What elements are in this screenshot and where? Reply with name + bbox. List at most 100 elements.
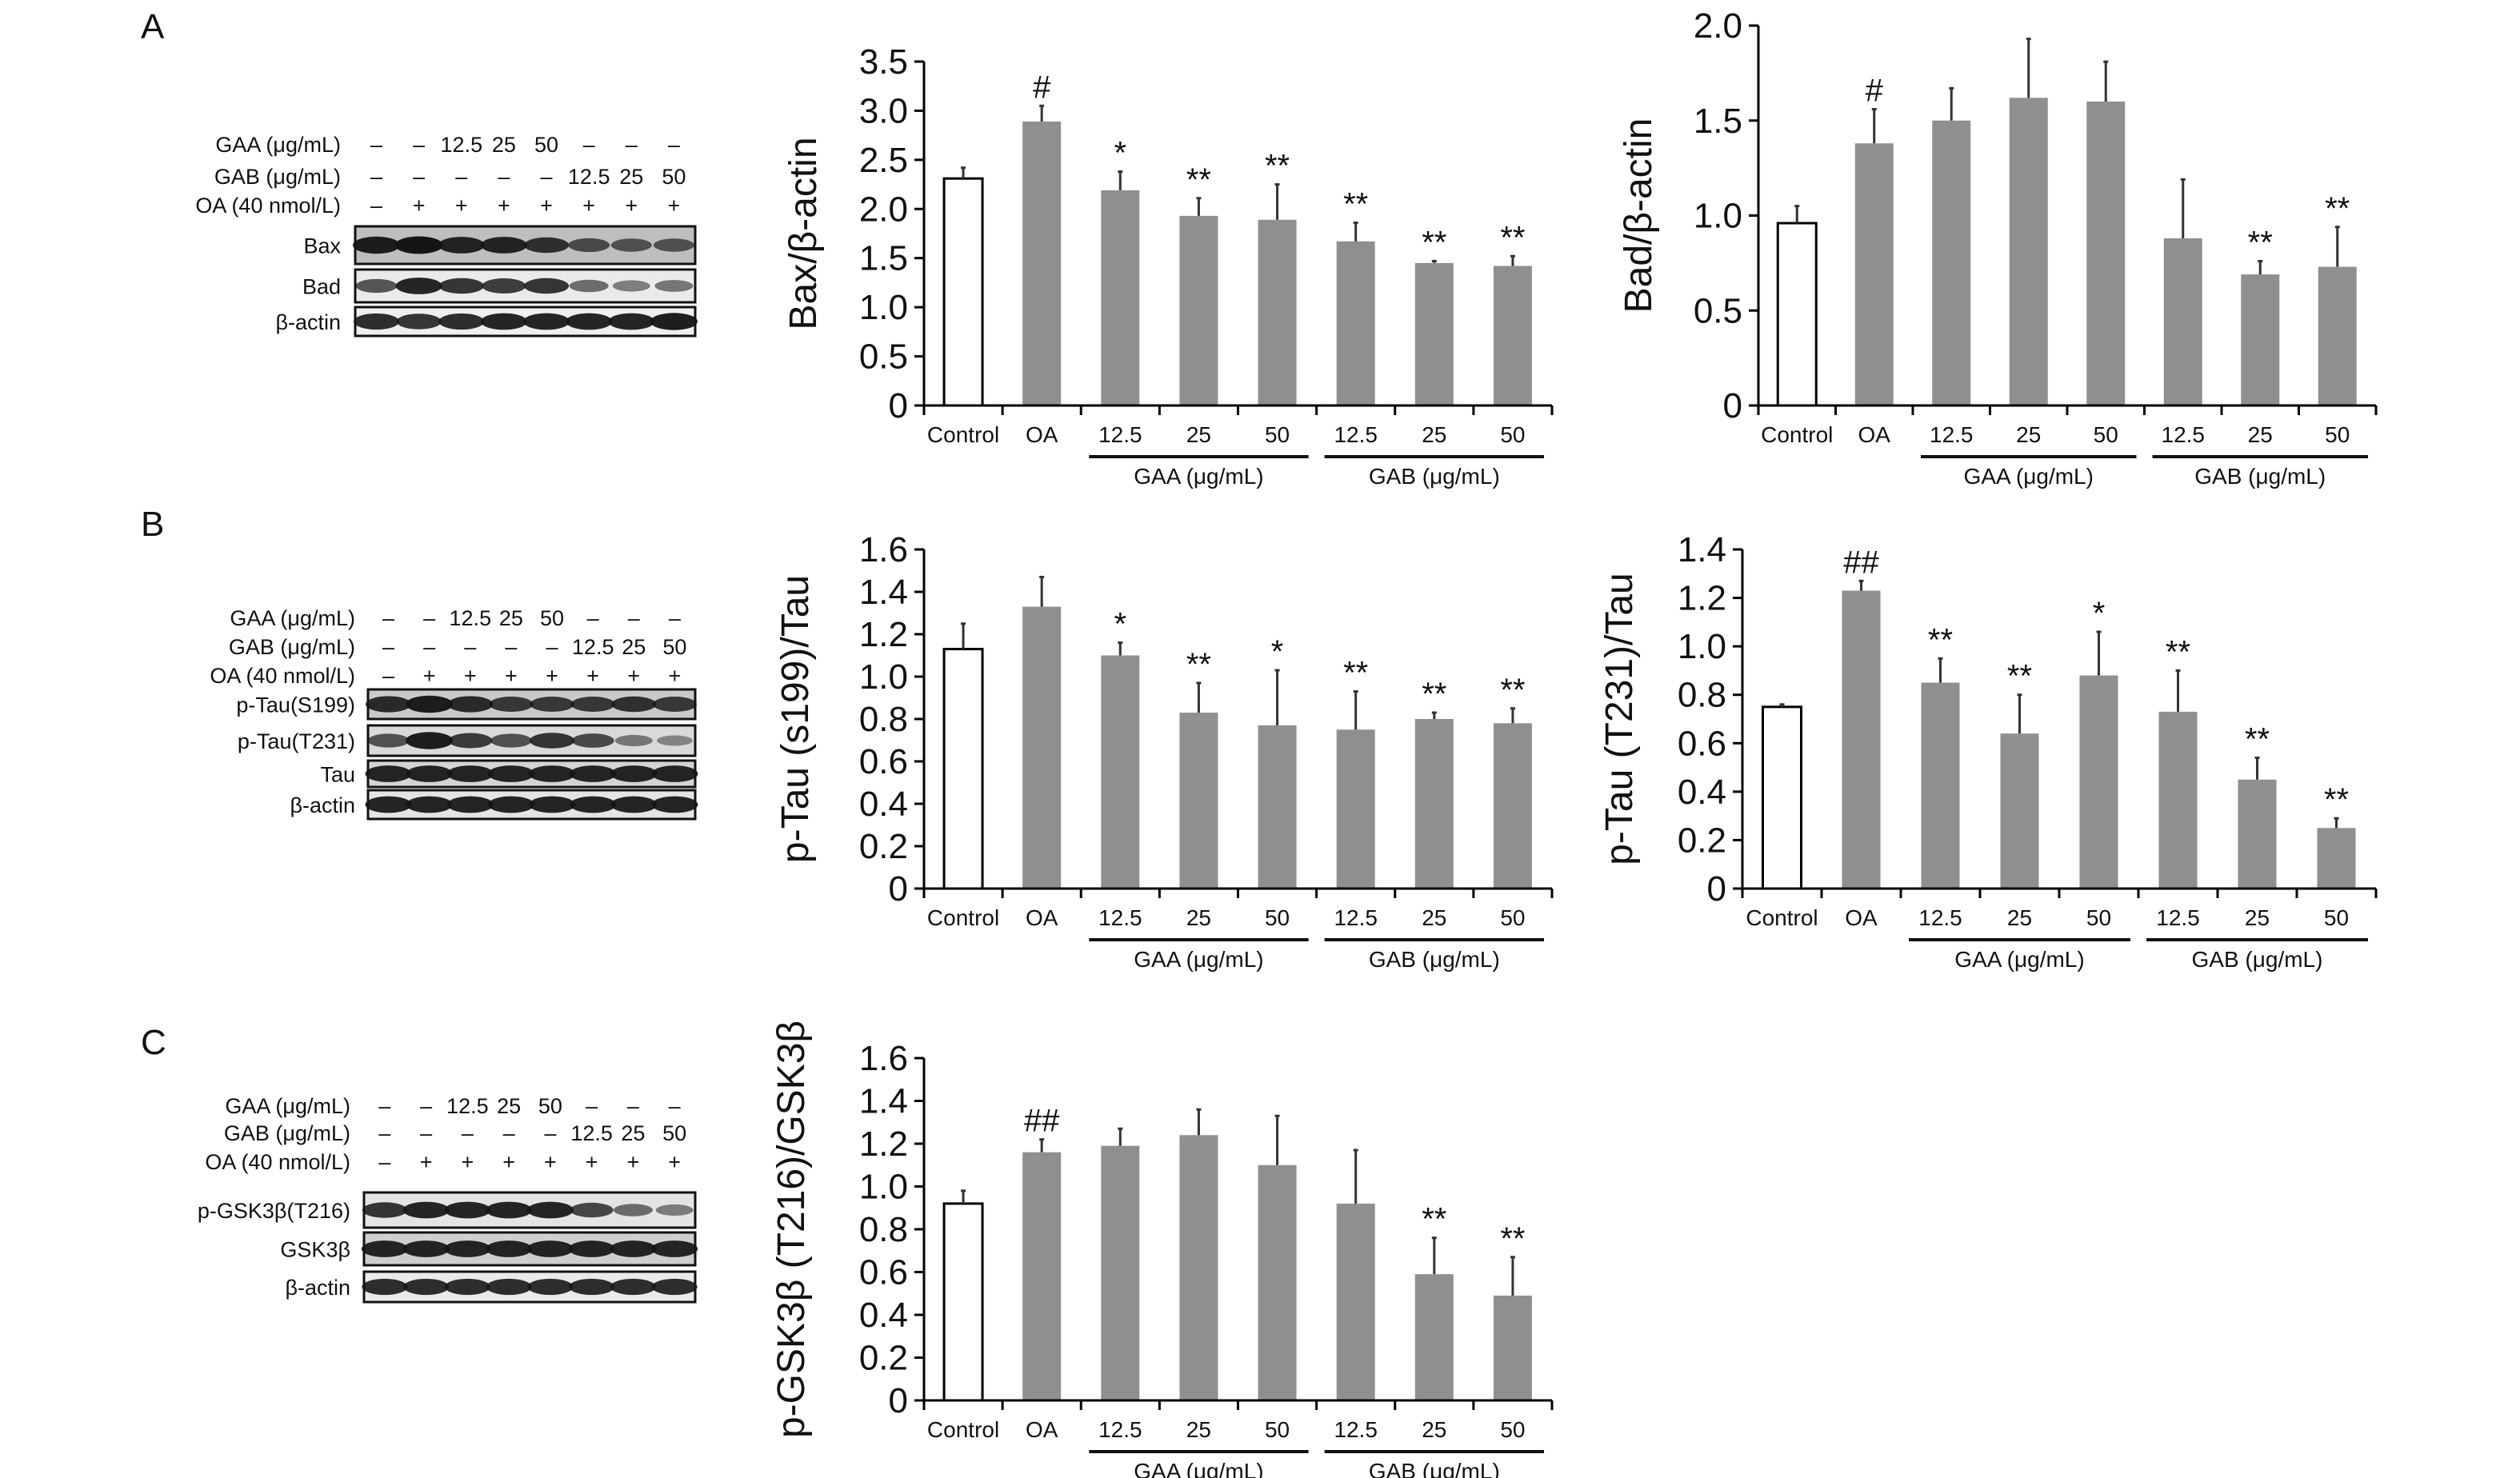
condition-value: – [462,1121,474,1145]
condition-label: GAA (μg/mL) [230,606,355,630]
x-tick-label: 25 [2007,905,2032,930]
blot-band [654,280,694,292]
significance-mark: ## [1024,1104,1060,1139]
bar-charts: Control#OA*12.5**25**50**12.5**25**5000.… [770,6,2378,1478]
blot-band [355,278,398,294]
y-tick-label: 1.0 [859,288,908,327]
panel-label-a: A [141,7,165,46]
bar-chart-2: Control # OA 12.5 25 50 12.5 ** 25 ** 50 0 0.5 1.0 1.5… [1618,6,2378,489]
x-tick-label: 25 [1422,905,1446,930]
condition-value: 50 [534,133,558,157]
y-tick-label: 2.0 [859,190,908,229]
condition-value: 12.5 [446,1094,489,1118]
significance-mark: ** [1186,162,1211,198]
condition-value: + [413,194,426,218]
condition-label: GAA (μg/mL) [215,133,341,157]
blot-band [353,236,401,254]
blot-band [482,278,526,294]
blot-band [362,1278,408,1296]
y-tick-label: 0.6 [859,1253,908,1292]
blot-band [444,1240,491,1257]
x-tick-label: 50 [2325,422,2350,447]
x-tick-label: Control [927,905,999,930]
condition-value: 50 [538,1094,562,1118]
blot-band [571,733,614,748]
y-tick-label: 1.4 [859,573,908,612]
blot-band [446,765,494,782]
significance-mark: ** [2248,226,2273,261]
condition-value: + [502,1150,515,1174]
condition-label: OA (40 nmol/L) [195,194,341,218]
bar [2241,274,2280,405]
band-label: p-Tau(T231) [238,729,355,753]
significance-mark: ** [2007,659,2032,694]
blot-band [365,796,412,813]
bar [2318,266,2357,405]
y-tick-label: 0.8 [859,1210,908,1249]
significance-mark: * [2093,596,2106,631]
blot-band [354,313,400,330]
blot-band [651,1278,698,1296]
bar [1776,222,1818,407]
significance-mark: # [1866,74,1884,109]
condition-value: – [464,635,476,659]
bar [1179,215,1218,405]
condition-value: – [541,165,553,189]
condition-value: + [668,194,681,218]
y-tick-label: 3.0 [859,91,908,130]
group-label: GAB (μg/mL) [2192,947,2323,972]
x-tick-label: OA [1026,1417,1058,1442]
bar [2158,711,2198,889]
blot-band [487,765,534,782]
bar [2000,733,2039,889]
blot-band [402,1240,450,1257]
x-tick-label: 50 [1500,905,1525,930]
blot-band [402,1201,450,1219]
condition-value: – [505,635,517,659]
blot-band [487,796,534,813]
x-tick-label: 12.5 [1918,905,1962,930]
significance-mark: ** [1343,186,1368,222]
y-tick-label: 1.4 [1678,530,1726,569]
bar [1179,713,1218,889]
y-tick-label: 2.5 [859,141,908,180]
condition-value: + [420,1150,433,1174]
x-tick-label: 50 [1265,1417,1290,1442]
x-tick-label: 12.5 [2156,905,2200,930]
y-axis-label: p-Tau (T231)/Tau [1598,573,1641,865]
blot-band [486,1201,533,1219]
band-label: GSK3β [280,1238,350,1262]
condition-value: – [382,606,394,630]
bar [1842,590,1881,889]
blot-band [651,796,698,813]
y-tick-label: 0.2 [859,827,908,866]
blot-band [486,1278,532,1296]
group-label: GAA (μg/mL) [1134,1459,1263,1478]
significance-mark: ** [1422,677,1446,712]
x-tick-label: 50 [2324,905,2349,930]
condition-value: 25 [619,165,643,189]
blot-band [530,697,574,712]
y-tick-label: 0.4 [1678,773,1726,812]
blot-band [608,313,655,330]
y-tick-label: 0.6 [1678,724,1726,763]
bar [1493,266,1532,405]
y-axis-label: Bad/β-actin [1618,118,1660,314]
condition-value: – [370,133,382,157]
condition-value: 50 [662,635,686,659]
x-tick-label: 25 [1186,905,1211,930]
blot-band [480,313,527,330]
y-tick-label: 1.0 [859,657,908,697]
condition-value: 50 [662,165,686,189]
bar [1493,723,1532,889]
condition-label: GAB (μg/mL) [214,165,341,189]
blot-band [529,796,576,813]
blot-band [610,1240,657,1257]
bar [2086,102,2126,405]
x-tick-label: 25 [1422,422,1446,447]
condition-value: – [455,165,467,189]
y-axis-label: p-GSK3β (T216)/GSK3β [770,1021,813,1438]
x-tick-label: 12.5 [1334,422,1378,447]
y-tick-label: 1.0 [1678,627,1726,666]
